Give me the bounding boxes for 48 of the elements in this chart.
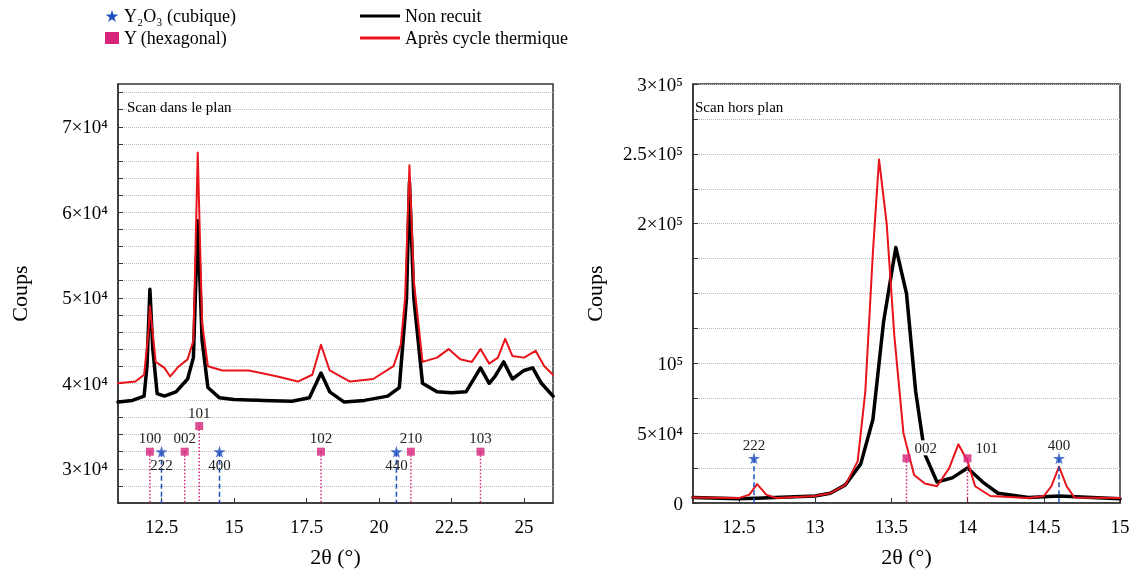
annotation: 440 bbox=[385, 457, 408, 474]
annotation: 400 bbox=[1047, 436, 1071, 453]
y-axis-title: Coups bbox=[581, 265, 607, 322]
x-axis-title: 2θ (°) bbox=[310, 543, 361, 569]
legend-label: Y₂O₃ (cubique) bbox=[124, 6, 237, 27]
x-tick-label: 12.5 bbox=[144, 516, 179, 537]
annotation: 400 bbox=[208, 457, 231, 474]
x-tick-label: 22.5 bbox=[434, 516, 469, 537]
annotation: 102 bbox=[309, 430, 333, 447]
annotation: 210 bbox=[399, 430, 423, 447]
x-axis-title: 2θ (°) bbox=[881, 543, 932, 569]
x-tick-label: 13 bbox=[805, 516, 825, 537]
y-tick-label: 3×10⁴ bbox=[62, 458, 109, 480]
x-tick-label: 15 bbox=[1110, 516, 1130, 537]
annotation: 101 bbox=[187, 404, 211, 421]
y-tick-label: 5×10⁴ bbox=[62, 287, 109, 309]
annotation: 100 bbox=[138, 430, 162, 447]
line-series bbox=[117, 151, 554, 385]
legend-label: Après cycle thermique bbox=[405, 28, 568, 48]
y-tick-label: 6×10⁴ bbox=[62, 201, 109, 223]
x-tick-label: 15 bbox=[224, 516, 244, 537]
x-tick-label: 12.5 bbox=[722, 516, 756, 537]
text: Scan dans le plan bbox=[127, 98, 233, 115]
x-tick-label: 17.5 bbox=[289, 516, 324, 537]
text: Scan hors plan bbox=[695, 98, 784, 115]
y-tick-label: 0 bbox=[673, 492, 683, 514]
legend-label: Y (hexagonal) bbox=[124, 28, 227, 49]
y-tick-label: 3×10⁵ bbox=[637, 73, 683, 95]
annotation: 002 bbox=[914, 439, 937, 456]
y-tick-label: 2.5×10⁵ bbox=[622, 143, 683, 165]
x-tick-label: 20 bbox=[369, 516, 389, 537]
x-tick-label: 14 bbox=[958, 516, 978, 537]
y-tick-label: 2×10⁵ bbox=[637, 213, 683, 235]
x-tick-label: 14.5 bbox=[1027, 516, 1061, 537]
y-tick-label: 10⁵ bbox=[657, 352, 683, 374]
annotation: 101 bbox=[975, 439, 998, 456]
y-tick-label: 5×10⁴ bbox=[637, 422, 684, 444]
y-tick-label: 7×10⁴ bbox=[62, 116, 109, 138]
annotation: 103 bbox=[469, 430, 492, 447]
x-tick-label: 13.5 bbox=[874, 516, 908, 537]
y-tick-label: 4×10⁴ bbox=[62, 372, 109, 394]
x-tick-label: 25 bbox=[514, 516, 534, 537]
legend-label: Non recuit bbox=[405, 6, 482, 26]
line-series bbox=[692, 158, 1121, 500]
annotation: 222 bbox=[150, 457, 173, 474]
annotation: 002 bbox=[173, 430, 196, 447]
annotation: 222 bbox=[742, 436, 766, 453]
y-axis-title: Coups bbox=[6, 265, 32, 322]
